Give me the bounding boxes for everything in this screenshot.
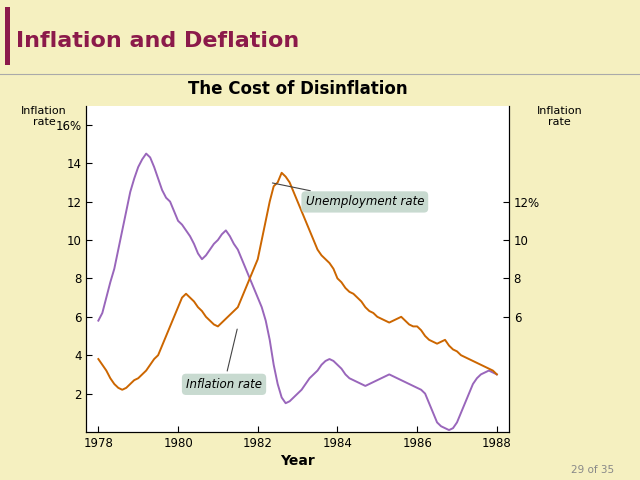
X-axis label: Year: Year [280, 454, 315, 468]
Text: 29 of 35: 29 of 35 [572, 465, 614, 475]
Title: The Cost of Disinflation: The Cost of Disinflation [188, 81, 408, 98]
Text: Inflation and Deflation: Inflation and Deflation [16, 31, 300, 51]
Text: Inflation
rate: Inflation rate [21, 106, 67, 127]
Text: Inflation rate: Inflation rate [186, 329, 262, 391]
Text: Unemployment rate: Unemployment rate [273, 183, 424, 208]
Text: Inflation
rate: Inflation rate [536, 106, 582, 127]
